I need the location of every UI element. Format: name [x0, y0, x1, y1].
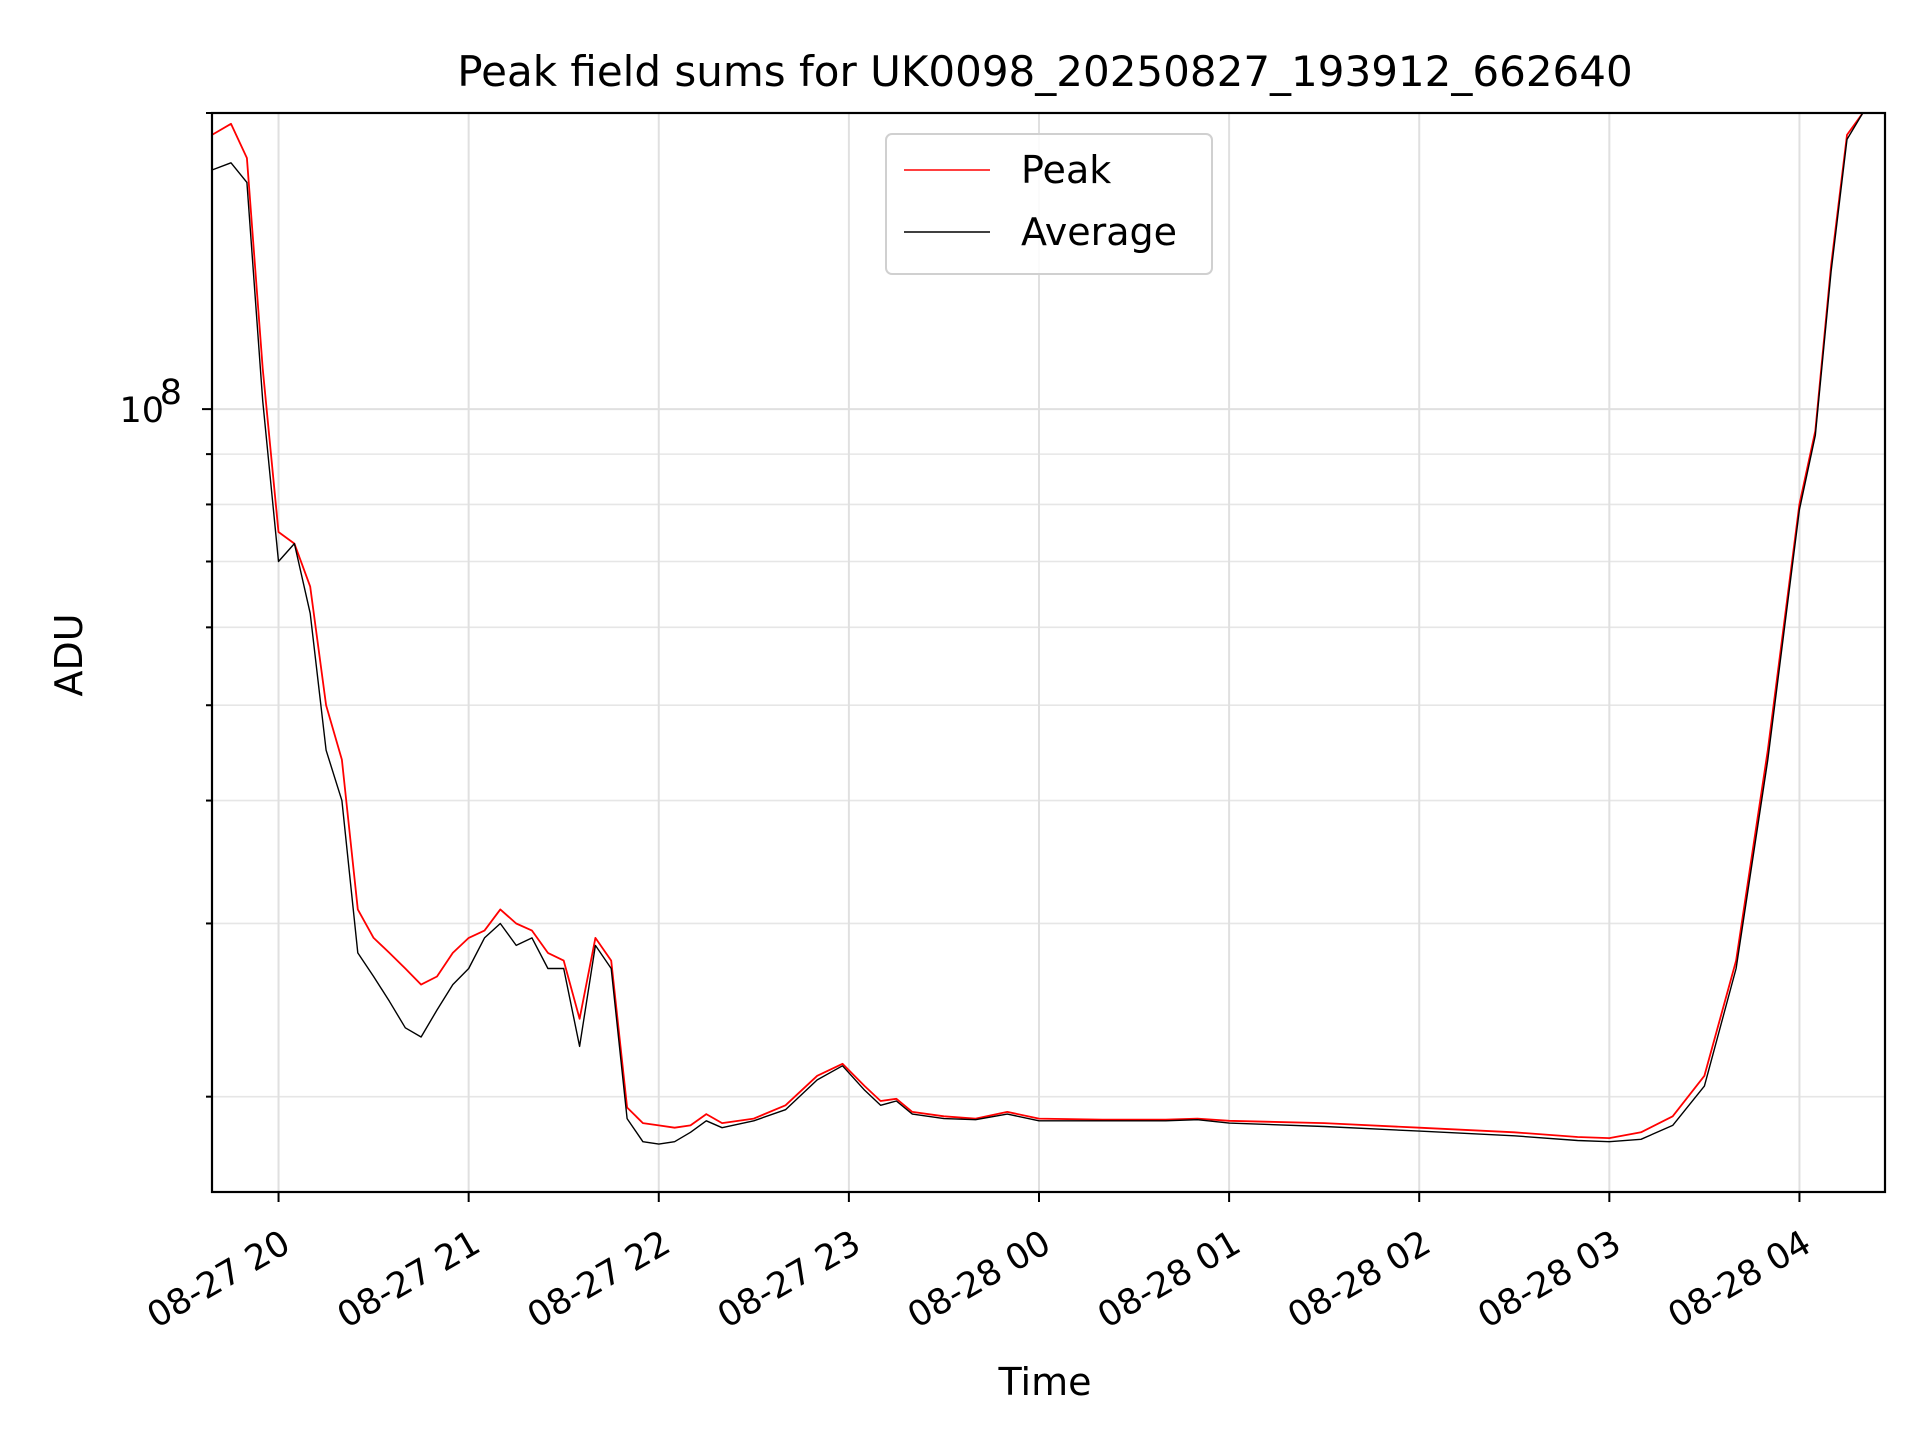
chart-title: Peak field sums for UK0098_20250827_1939…: [457, 47, 1632, 96]
x-tick-label: 08-28 04: [1662, 1223, 1818, 1336]
y-axis-label: ADU: [47, 613, 91, 696]
ticks: 108 08-27 20 08-27 21 08-27 22 08-27 23 08-28…: [119, 112, 1818, 1336]
legend-peak-label: Peak: [1021, 148, 1111, 192]
plot-frame: [210, 111, 1887, 1194]
series-layer: [211, 112, 1885, 1145]
x-tick-label: 08-27 22: [521, 1223, 677, 1336]
x-tick-label: 08-27 23: [711, 1223, 867, 1336]
y-tick-label: 10: [119, 391, 164, 431]
series-line-peak: [211, 112, 1885, 1139]
series-line-average: [211, 112, 1885, 1145]
y-tick-exponent: 8: [160, 373, 182, 413]
x-axis-label: Time: [998, 1360, 1092, 1404]
x-tick-label: 08-28 02: [1281, 1223, 1437, 1336]
x-tick-label: 08-27 20: [141, 1223, 297, 1336]
x-tick-label: 08-28 01: [1091, 1223, 1247, 1336]
x-tick-label: 08-27 21: [331, 1223, 487, 1336]
legend-box: [885, 133, 1213, 275]
legend-average-label: Average: [1021, 210, 1177, 254]
x-tick-label: 08-28 03: [1472, 1223, 1628, 1336]
grid: [212, 112, 1885, 1192]
x-tick-label: 08-28 00: [901, 1223, 1057, 1336]
legend: Peak Average: [885, 133, 1213, 275]
